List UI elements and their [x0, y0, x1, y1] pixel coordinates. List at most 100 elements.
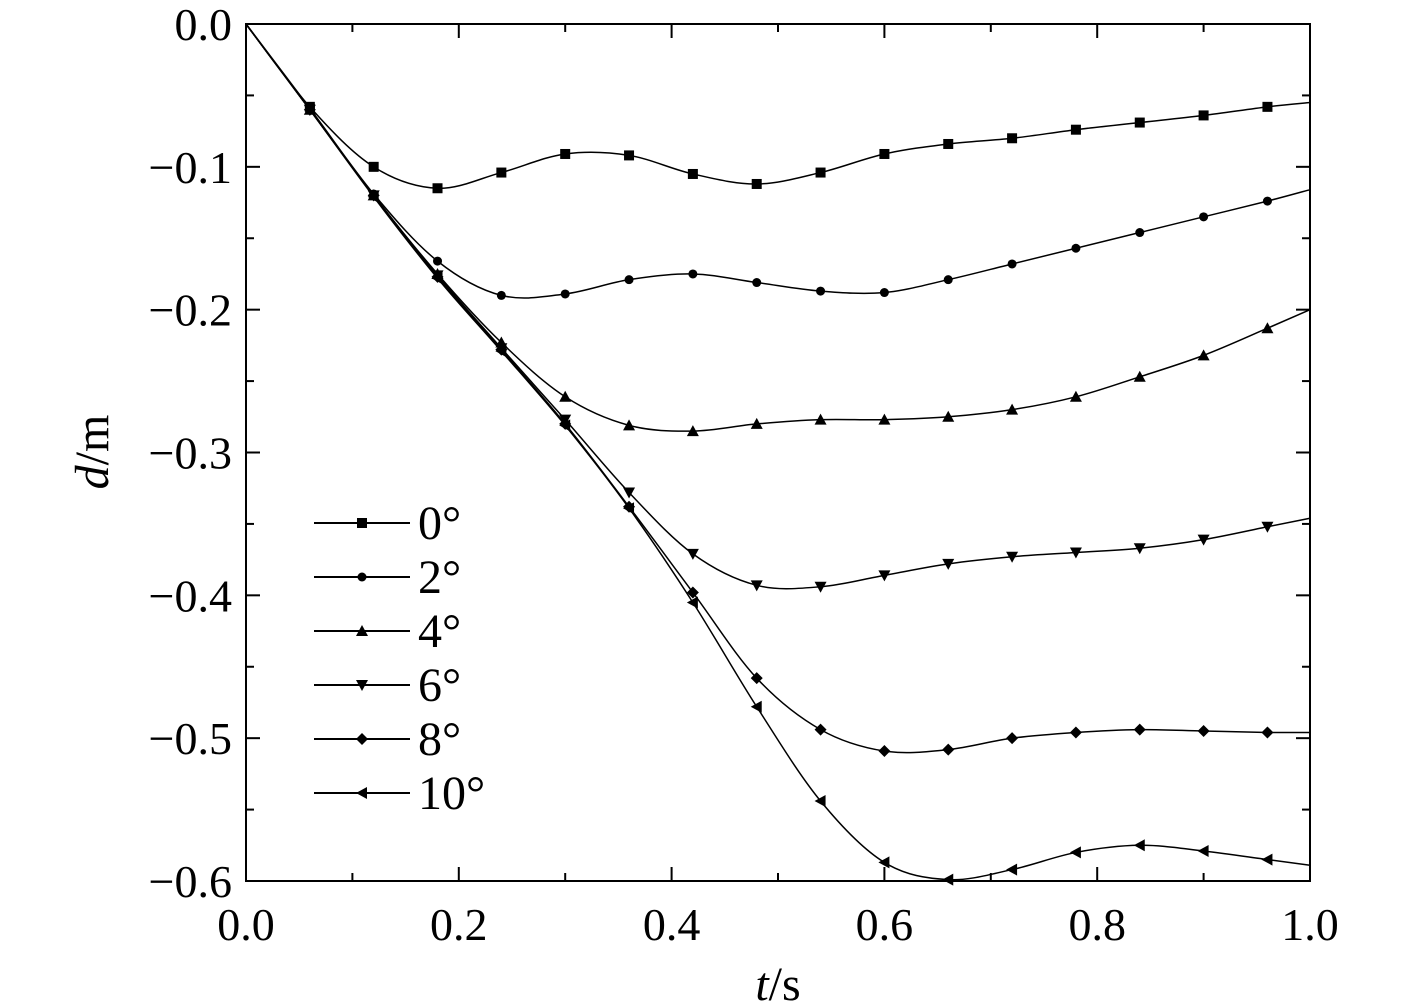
series-0-point-12	[1007, 133, 1018, 144]
series-0-point-9	[815, 167, 826, 178]
series-1-point-12	[1007, 259, 1017, 269]
legend-label-4: 8°	[418, 713, 461, 766]
series-2-point-10	[878, 413, 891, 425]
y-tick-label: 0.0	[175, 0, 233, 50]
series-0-point-6	[624, 150, 635, 161]
x-axis-title-var: t	[755, 958, 770, 1002]
series-2-point-15	[1197, 349, 1210, 361]
legend-marker-0	[357, 518, 367, 528]
ticks-layer: 0.0 0.2 0.4 0.6 0.8 1.0 0.0 −0.1 −0.2 −0.3 −0.4 −0.…	[149, 0, 1339, 950]
series-4-point-12	[1006, 732, 1019, 745]
series-4-point-9	[814, 723, 827, 736]
series-0-point-13	[1070, 124, 1081, 135]
series-5-point-1	[303, 103, 315, 116]
y-tick-label: −0.6	[149, 856, 232, 907]
series-3-point-7	[686, 548, 699, 560]
series-3-point-11	[942, 558, 955, 570]
series-5-point-2	[367, 190, 379, 203]
legend-label-2: 4°	[418, 605, 461, 658]
series-0-point-2	[368, 161, 379, 172]
y-axis-title-unit: /m	[66, 415, 119, 466]
series-2-point-16	[1261, 322, 1274, 334]
series-3-point-8	[750, 580, 763, 592]
plot-frame	[245, 23, 1311, 882]
series-line-0	[245, 23, 1311, 190]
series-0-point-10	[879, 148, 890, 159]
y-axis-title-var: d	[66, 464, 119, 489]
legend-label-5: 10°	[418, 767, 485, 820]
series-5-point-6	[623, 502, 635, 515]
series-line-5	[245, 23, 1311, 881]
series-line-1	[245, 23, 1311, 299]
legend-marker-5	[356, 787, 367, 799]
series-1-point-3	[433, 256, 443, 266]
series-2-point-13	[1069, 390, 1082, 402]
series-2-point-9	[814, 413, 827, 425]
series-1-point-10	[879, 288, 889, 298]
series-1-point-13	[1071, 243, 1081, 253]
series-line-4	[245, 23, 1311, 754]
x-tick-label: 0.8	[1068, 899, 1126, 950]
series-5-point-4	[495, 345, 507, 358]
series-line-3	[245, 23, 1311, 590]
series-0-point-3	[432, 183, 443, 194]
series-1-point-4	[496, 290, 506, 300]
series-0-point-5	[560, 148, 571, 159]
legend: 0°2°4°6°8°10°	[314, 497, 485, 820]
series-4-point-10	[878, 745, 891, 758]
series-0-point-8	[751, 178, 762, 189]
series-1-point-8	[752, 278, 762, 288]
legend-label-0: 0°	[418, 497, 461, 550]
series-5-point-8	[750, 700, 762, 713]
series-5-point-13	[1069, 846, 1081, 859]
y-tick-label: −0.5	[149, 713, 232, 764]
series-2-point-8	[750, 417, 763, 429]
series-2-point-12	[1006, 403, 1019, 415]
series-4-point-13	[1069, 726, 1082, 739]
y-tick-label: −0.1	[149, 142, 232, 193]
series-5-point-11	[942, 873, 954, 886]
series-2-point-14	[1133, 370, 1146, 382]
legend-marker-1	[357, 572, 367, 582]
series-1-point-6	[624, 275, 634, 285]
series-3-point-9	[814, 581, 827, 593]
series-5-point-9	[814, 795, 826, 808]
series-5-point-10	[878, 856, 890, 869]
series-0-point-15	[1198, 110, 1209, 121]
series-1-point-7	[688, 269, 698, 279]
series-1-point-9	[816, 286, 826, 296]
y-tick-label: −0.4	[149, 570, 232, 621]
legend-marker-3	[356, 680, 368, 691]
x-tick-label: 0.4	[643, 899, 701, 950]
series-3-point-12	[1006, 551, 1019, 563]
series-5-point-15	[1197, 845, 1209, 858]
series-4-point-7	[686, 586, 699, 599]
series-3-point-10	[878, 570, 891, 582]
legend-marker-2	[356, 625, 368, 636]
series-4-point-15	[1197, 725, 1210, 738]
series-5-point-16	[1261, 853, 1273, 866]
series-2-point-5	[559, 390, 572, 402]
series-5-point-3	[431, 272, 443, 285]
series-4-point-16	[1261, 726, 1274, 739]
legend-marker-4	[356, 733, 368, 745]
x-axis-title: t/s	[755, 958, 800, 1002]
series-1-point-14	[1135, 228, 1145, 238]
series-5-point-5	[559, 419, 571, 432]
series-3-point-14	[1133, 543, 1146, 555]
series-4-point-8	[750, 672, 763, 685]
series-5-point-12	[1006, 863, 1018, 876]
x-axis-title-unit: /s	[769, 958, 801, 1002]
series-line-2	[245, 23, 1311, 432]
series-1-point-11	[943, 275, 953, 285]
x-tick-label: 1.0	[1281, 899, 1339, 950]
series-3-point-6	[623, 487, 636, 499]
series-2-point-6	[623, 419, 636, 431]
series-5-point-14	[1133, 839, 1145, 852]
series-1-point-15	[1199, 212, 1209, 222]
series-0-point-14	[1134, 117, 1145, 128]
series-0-point-7	[687, 168, 698, 179]
series-3-point-16	[1261, 521, 1274, 533]
x-tick-label: 0.2	[430, 899, 488, 950]
